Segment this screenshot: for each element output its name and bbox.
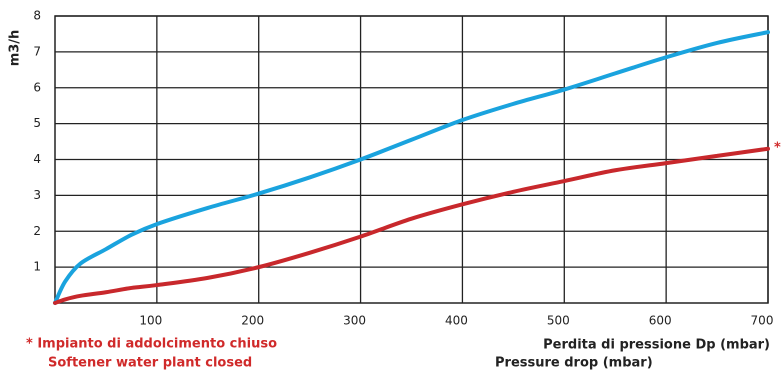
data-line xyxy=(53,146,770,305)
y-tick-label: 6 xyxy=(33,80,41,94)
annotation: * Impianto di addolcimento chiuso xyxy=(26,337,277,352)
y-tick-label: 5 xyxy=(33,116,41,130)
x-tick-label: 500 xyxy=(547,314,570,328)
y-tick-label: 7 xyxy=(33,44,41,58)
y-tick-label: 8 xyxy=(33,9,41,23)
x-axis-label: Perdita di pressione Dp (mbar) xyxy=(543,338,770,353)
x-tick-label: 300 xyxy=(343,314,366,328)
y-tick-label: 2 xyxy=(33,224,41,238)
data-line xyxy=(53,30,770,305)
annotation: Softener water plant closed xyxy=(48,356,252,371)
x-tick-label: 200 xyxy=(241,314,264,328)
x-tick-label: 600 xyxy=(649,314,672,328)
x-tick-label: 100 xyxy=(139,314,162,328)
y-tick-label: 1 xyxy=(33,260,41,274)
y-tick-label: 4 xyxy=(33,152,41,166)
x-axis-label: Pressure drop (mbar) xyxy=(495,356,653,371)
y-tick-label: 3 xyxy=(33,188,41,202)
annotation-marker: * xyxy=(774,141,781,156)
x-tick-label: 400 xyxy=(445,314,468,328)
x-tick-label: 700 xyxy=(751,314,774,328)
y-axis-label: m3/h xyxy=(8,30,23,67)
